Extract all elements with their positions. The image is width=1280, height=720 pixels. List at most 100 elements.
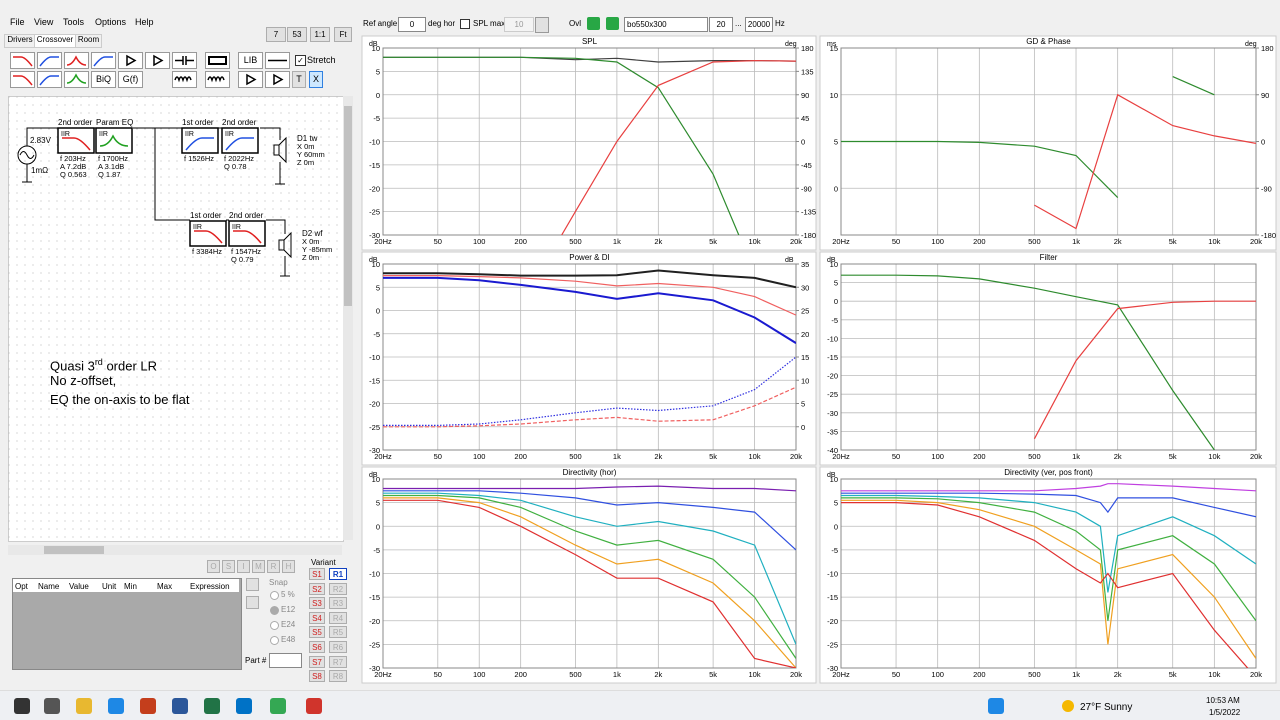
input[interactable]: bo550x300 <box>624 17 708 32</box>
taskbar-icon[interactable] <box>988 698 1004 714</box>
toolbar-button[interactable] <box>10 71 35 88</box>
clock-date[interactable]: 1/5/2022 <box>1209 708 1241 717</box>
param-button[interactable]: S <box>222 560 235 573</box>
variant-s[interactable]: S2 <box>309 582 325 595</box>
menu-item[interactable]: Options <box>95 17 127 27</box>
toolbar-button[interactable] <box>205 52 230 69</box>
variant-r[interactable]: R7 <box>329 655 347 668</box>
checkbox-label[interactable]: Stretch <box>307 55 336 65</box>
input[interactable]: 0 <box>398 17 426 32</box>
toolbar-button[interactable] <box>118 52 143 69</box>
param-button[interactable]: H <box>282 560 295 573</box>
toolbar-label[interactable]: G(f) <box>122 74 139 84</box>
checkbox[interactable] <box>460 19 470 29</box>
variant-r[interactable]: R2 <box>329 582 347 595</box>
variant-r[interactable]: R5 <box>329 626 347 639</box>
taskbar-icon[interactable] <box>14 698 30 714</box>
taskbar-icon[interactable] <box>44 698 60 714</box>
variant-s[interactable]: S3 <box>309 597 325 610</box>
toolbar-button[interactable]: T <box>292 71 306 88</box>
view-button[interactable]: 53 <box>287 27 307 42</box>
toolbar-label[interactable]: LIB <box>243 55 258 65</box>
radio-label[interactable]: E12 <box>281 605 296 614</box>
radio[interactable] <box>270 636 279 645</box>
radio[interactable] <box>270 621 279 630</box>
toolbar-button[interactable] <box>37 52 62 69</box>
menu-item[interactable]: Help <box>135 17 154 27</box>
toolbar-button[interactable] <box>205 71 230 88</box>
weather-icon[interactable] <box>1062 700 1074 712</box>
variant-s[interactable]: S7 <box>309 655 325 668</box>
toolbar-button[interactable] <box>265 52 290 69</box>
arrow-down[interactable] <box>246 596 259 609</box>
input[interactable]: 10 <box>504 17 534 32</box>
taskbar-icon[interactable] <box>108 698 124 714</box>
view-button[interactable]: Ft <box>334 27 352 42</box>
variant-s[interactable]: S1 <box>309 568 325 580</box>
toolbar-button[interactable] <box>64 71 89 88</box>
variant-r[interactable]: R6 <box>329 641 347 653</box>
input[interactable]: 20000 <box>745 17 773 32</box>
menu-item[interactable]: Tools <box>63 17 85 27</box>
param-button[interactable]: R <box>267 560 280 573</box>
menu-item[interactable]: View <box>34 17 54 27</box>
variant-s[interactable]: S8 <box>309 670 325 683</box>
param-button[interactable]: O <box>207 560 220 573</box>
checkbox[interactable]: ✓ <box>295 55 306 66</box>
toolbar-button[interactable] <box>37 71 62 88</box>
add-button[interactable] <box>587 17 600 30</box>
tab[interactable]: Drivers <box>4 34 36 48</box>
taskbar-icon[interactable] <box>76 698 92 714</box>
variant-s[interactable]: S6 <box>309 641 325 653</box>
param-button[interactable]: I <box>237 560 250 573</box>
h-scrollbar[interactable] <box>8 545 342 555</box>
remove-button[interactable] <box>606 17 619 30</box>
toolbar-button[interactable] <box>64 52 89 69</box>
variant-s[interactable]: S4 <box>309 611 325 624</box>
param-button[interactable]: M <box>252 560 265 573</box>
toolbar-button[interactable] <box>91 52 116 69</box>
taskbar-icon[interactable] <box>140 698 156 714</box>
radio[interactable] <box>270 591 279 600</box>
toolbar-button[interactable]: X <box>309 71 323 88</box>
v-scrollbar[interactable] <box>343 96 353 540</box>
taskbar-icon[interactable] <box>306 698 322 714</box>
toolbar-button[interactable] <box>172 52 197 69</box>
view-button[interactable]: 1:1 <box>310 27 330 42</box>
toolbar-button[interactable] <box>91 71 116 88</box>
taskbar-icon[interactable] <box>204 698 220 714</box>
input[interactable]: 20 <box>709 17 733 32</box>
radio[interactable] <box>270 606 279 615</box>
weather[interactable]: 27°F Sunny <box>1080 702 1133 713</box>
variant-r[interactable]: R8 <box>329 670 347 683</box>
variant-r[interactable]: R1 <box>329 568 347 580</box>
scroll-thumb[interactable] <box>44 546 104 554</box>
toolbar-button[interactable] <box>238 52 263 69</box>
radio-label[interactable]: E48 <box>281 635 296 644</box>
toolbar-button[interactable] <box>10 52 35 69</box>
radio-label[interactable]: E24 <box>281 620 296 629</box>
variant-s[interactable]: S5 <box>309 626 325 639</box>
taskbar-icon[interactable] <box>270 698 286 714</box>
taskbar-icon[interactable] <box>172 698 188 714</box>
arrow-up[interactable] <box>246 578 259 591</box>
toolbar-label[interactable]: BiQ <box>95 74 111 84</box>
toolbar-button[interactable] <box>238 71 263 88</box>
tab[interactable]: Crossover <box>34 34 76 48</box>
tab[interactable]: Room <box>75 34 102 48</box>
toolbar-button[interactable] <box>145 52 170 69</box>
clock-time[interactable]: 10:53 AM <box>1206 696 1240 705</box>
spinner[interactable] <box>535 17 549 33</box>
scroll-thumb[interactable] <box>344 106 352 306</box>
variant-r[interactable]: R3 <box>329 597 347 610</box>
y2-tick-label: 135 <box>801 67 814 76</box>
toolbar-button[interactable] <box>118 71 143 88</box>
radio-label[interactable]: 5 % <box>281 590 295 599</box>
taskbar-icon[interactable] <box>236 698 252 714</box>
variant-r[interactable]: R4 <box>329 611 347 624</box>
toolbar-button[interactable] <box>172 71 197 88</box>
view-button[interactable]: 7 <box>266 27 286 42</box>
toolbar-button[interactable] <box>265 71 290 88</box>
part-input[interactable] <box>269 653 302 668</box>
menu-item[interactable]: File <box>10 17 25 27</box>
